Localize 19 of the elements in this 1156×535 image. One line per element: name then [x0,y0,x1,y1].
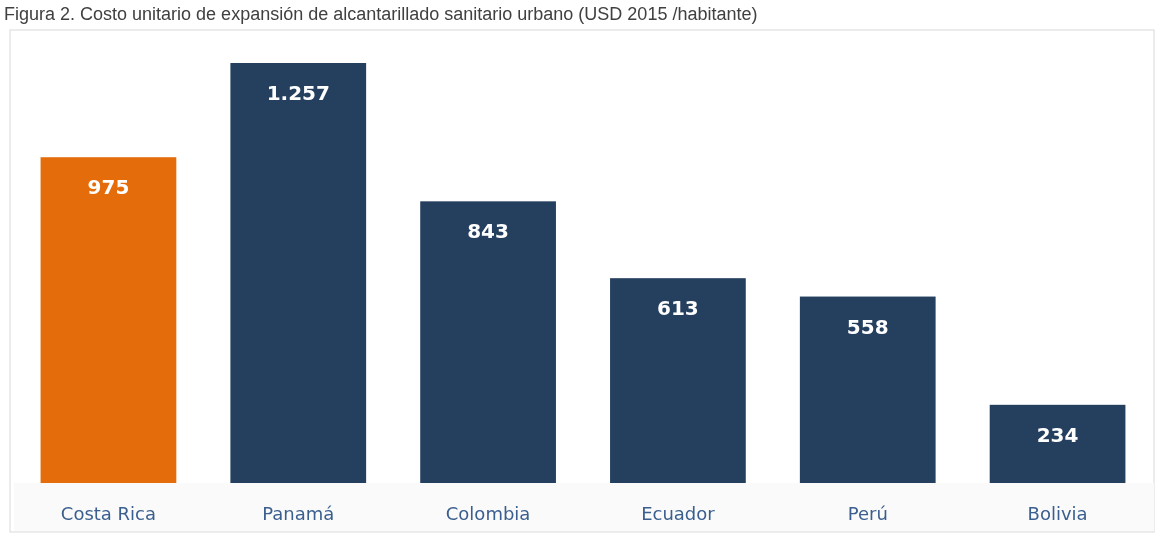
data-label: 843 [467,219,509,244]
x-tick-label: Ecuador [641,502,716,524]
data-label: 975 [87,175,130,200]
x-tick-label: Bolivia [1027,502,1088,524]
x-tick-label: Costa Rica [60,502,157,524]
x-tick-label: Perú [847,502,888,524]
data-label: 613 [657,296,699,321]
bar [799,296,936,483]
data-label: 558 [846,314,889,339]
bar [230,63,367,483]
bar [610,278,746,483]
bar [420,201,556,483]
chart-title: Figura 2. Costo unitario de expansión de alcantarillado sanitario urbano (USD 2015 /habitante) [4,4,758,24]
bar [989,404,1126,483]
x-tick-label: Panamá [262,502,335,524]
data-label: 1.257 [266,81,330,105]
bar [40,157,177,483]
x-tick-label: Colombia [445,502,531,524]
data-label: 234 [1036,422,1079,447]
